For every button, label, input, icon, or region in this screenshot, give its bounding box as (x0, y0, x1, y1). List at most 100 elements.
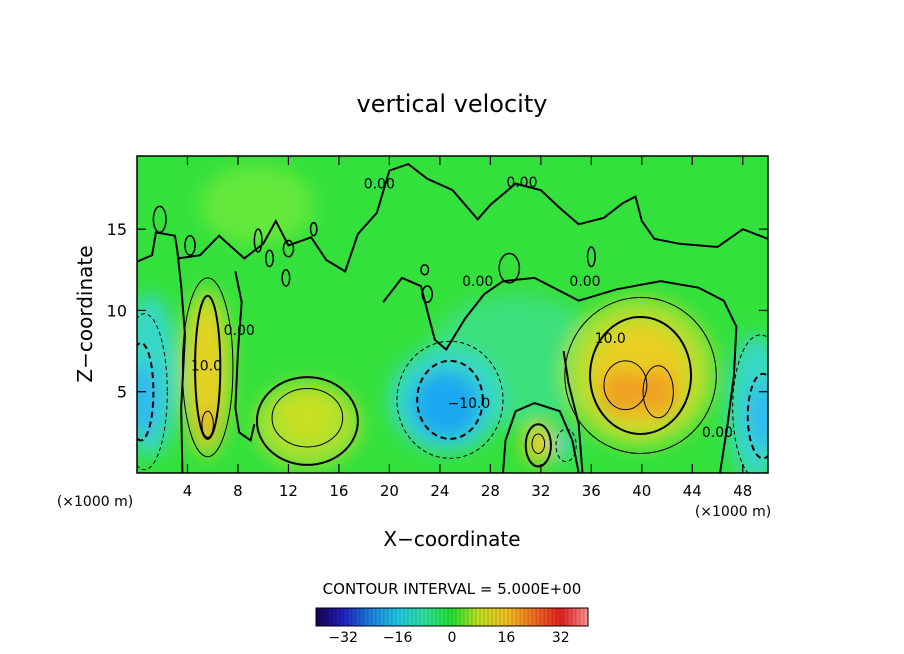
colorbar-tick-label: 16 (497, 630, 515, 646)
colorbar-segment (336, 608, 341, 626)
contour-line (137, 162, 768, 273)
contour-line (603, 360, 648, 411)
colorbar-segment (368, 608, 373, 626)
x-tick-label: 4 (183, 482, 193, 500)
x-unit-label-right: (×1000 m) (695, 504, 771, 520)
contour-line (253, 228, 263, 253)
x-tick-label: 48 (733, 482, 752, 500)
contour-line (746, 372, 768, 460)
colorbar-segment (488, 608, 493, 626)
colorbar-segment (400, 608, 405, 626)
colorbar-segment (476, 608, 481, 626)
colorbar: −32 −16 0 16 32 (315, 607, 589, 646)
colorbar-segment (404, 608, 409, 626)
colorbar-segment (504, 608, 509, 626)
colorbar-frame (315, 607, 589, 627)
x-axis-label: X−coordinate (383, 527, 520, 551)
contour-label: 0.00 (506, 175, 537, 191)
colorbar-segment (360, 608, 365, 626)
x-tick-label: 40 (632, 482, 651, 500)
colorbar-segment (468, 608, 473, 626)
contour-line (137, 341, 155, 442)
colorbar-segment (484, 608, 489, 626)
y-tick-label: 15 (107, 220, 127, 239)
colorbar-segment (544, 608, 549, 626)
colorbar-segment (364, 608, 369, 626)
colorbar-segment (356, 608, 361, 626)
colorbar-segment (452, 608, 457, 626)
colorbar-segment (572, 608, 577, 626)
colorbar-segment (316, 608, 321, 626)
colorbar-segment (500, 608, 505, 626)
colorbar-tick-label: −32 (328, 630, 358, 646)
contour-line (589, 315, 693, 435)
colorbar-segment (564, 608, 569, 626)
contour-line (184, 234, 196, 256)
colorbar-segment (576, 608, 581, 626)
colorbar-segment (432, 608, 437, 626)
colorbar-segment (412, 608, 417, 626)
field-blob (410, 370, 482, 439)
x-unit-label-left: (×1000 m) (57, 494, 133, 510)
colorbar-segment (556, 608, 561, 626)
contour-line (234, 271, 256, 443)
colorbar-segment (508, 608, 513, 626)
colorbar-segment (420, 608, 425, 626)
colorbar-segment (516, 608, 521, 626)
colorbar-segment (332, 608, 337, 626)
colorbar-segment (376, 608, 381, 626)
contour-line (416, 359, 484, 440)
colorbar-segment (464, 608, 469, 626)
chart-title: vertical velocity (357, 90, 548, 118)
colorbar-segment (528, 608, 533, 626)
colorbar-segment (496, 608, 501, 626)
colorbar-segment (532, 608, 537, 626)
colorbar-segment (328, 608, 333, 626)
velocity-field (137, 156, 768, 473)
field-blob (640, 367, 676, 417)
plot-frame (136, 155, 769, 474)
colorbar-segment (324, 608, 329, 626)
colorbar-segment (396, 608, 401, 626)
contour-line (309, 221, 318, 237)
contour-line (564, 296, 717, 454)
colorbar-segment (492, 608, 497, 626)
y-tick-label: 10 (107, 301, 127, 320)
colorbar-tick-label: −16 (383, 630, 413, 646)
contour-label: −10.0 (447, 396, 490, 412)
field-blob (600, 368, 646, 415)
colorbar-segment (352, 608, 357, 626)
colorbar-segment (344, 608, 349, 626)
field-blob (279, 391, 336, 441)
x-tick-label: 36 (582, 482, 601, 500)
field-blob (523, 424, 554, 464)
colorbar-segment (440, 608, 445, 626)
contour-line (271, 387, 344, 448)
colorbar-segment (568, 608, 573, 626)
colorbar-segment (372, 608, 377, 626)
colorbar-segment (548, 608, 553, 626)
x-tick-label: 32 (531, 482, 550, 500)
colorbar-segment (384, 608, 389, 626)
colorbar-segment (388, 608, 393, 626)
colorbar-segment (424, 608, 429, 626)
contour-label: 0.00 (569, 274, 600, 290)
colorbar-segment (436, 608, 441, 626)
x-tick-label: 24 (430, 482, 449, 500)
contour-line (396, 340, 504, 459)
contour-label: 0.00 (702, 425, 733, 441)
x-tick-label: 44 (683, 482, 702, 500)
contour-line (264, 249, 275, 268)
contour-line (562, 350, 584, 473)
contour-line (282, 239, 295, 258)
colorbar-segment (480, 608, 485, 626)
contour-label: 0.00 (224, 323, 255, 339)
colorbar-segment (416, 608, 421, 626)
colorbar-segment (560, 608, 565, 626)
contour-line (176, 251, 187, 473)
colorbar-tick-label: 32 (552, 630, 570, 646)
contour-label: 10.0 (595, 331, 626, 347)
colorbar-segment (552, 608, 557, 626)
contour-line (201, 410, 214, 438)
